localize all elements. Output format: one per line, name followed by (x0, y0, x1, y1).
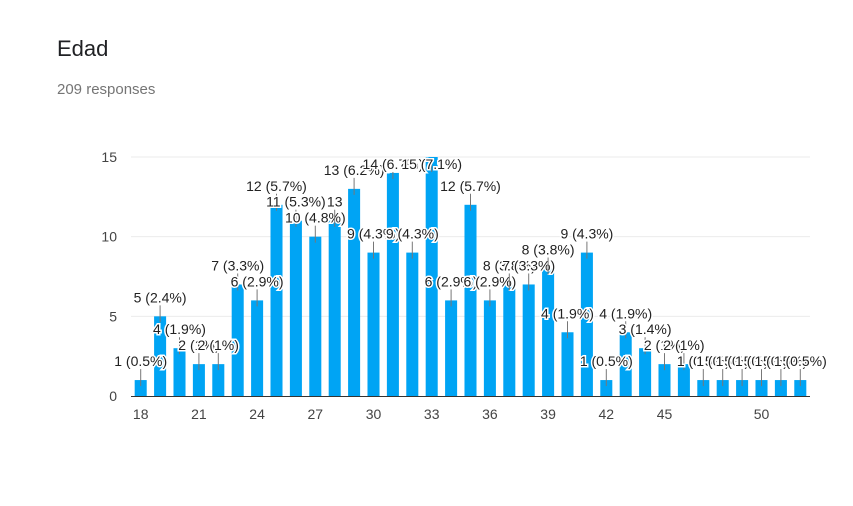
bar-age-23[interactable] (231, 284, 244, 396)
data-label: 9 (4.3%) (560, 226, 613, 242)
x-tick-label: 42 (599, 406, 615, 422)
bar-age-31[interactable] (386, 172, 399, 396)
x-tick-label: 30 (366, 406, 382, 422)
data-label: 13 (6.2%) (324, 162, 385, 178)
x-tick-label: 45 (657, 406, 673, 422)
data-label: 7 (3.3%) (211, 257, 264, 273)
x-tick-label: 50 (754, 406, 770, 422)
data-label: 2 (1%) (663, 337, 704, 353)
bar-age-40[interactable] (561, 332, 574, 396)
bar-age-38[interactable] (522, 284, 535, 396)
bar-age-50[interactable] (755, 380, 768, 396)
bar-age-46[interactable] (677, 364, 690, 396)
data-label: 1 (0.5%) (114, 353, 167, 369)
data-label: 2 (1%) (198, 337, 239, 353)
data-label: 3 (1.4%) (619, 321, 672, 337)
bar-age-36[interactable] (483, 300, 496, 396)
x-tick-label: 27 (308, 406, 324, 422)
data-label: 4 (1.9%) (153, 321, 206, 337)
data-label: 12 (5.7%) (440, 178, 501, 194)
x-tick-label: 18 (133, 406, 149, 422)
bar-age-47[interactable] (697, 380, 710, 396)
data-label: 8 (3.8%) (483, 257, 536, 273)
bar-age-33[interactable] (425, 157, 438, 396)
bar-age-37[interactable] (503, 284, 516, 396)
bar-age-44[interactable] (639, 348, 652, 396)
data-label: 10 (4.8%) (285, 210, 346, 226)
data-label: 8 (3.8%) (522, 242, 575, 258)
bar-age-25[interactable] (270, 204, 283, 396)
chart-title: Edad (57, 36, 109, 61)
data-label: 9 (4.3%) (347, 226, 400, 242)
bar-age-22[interactable] (212, 364, 225, 396)
data-label: 11 (5.3%) (266, 194, 326, 210)
x-tick-label: 33 (424, 406, 440, 422)
data-label: 5 (2.4%) (134, 289, 187, 305)
data-label: 1 (0.5%) (716, 353, 769, 369)
x-tick-label: 21 (191, 406, 207, 422)
data-label: 6 (2.9%) (425, 273, 478, 289)
bar-age-26[interactable] (289, 220, 302, 396)
data-label: 2 (1%) (178, 337, 219, 353)
bar-age-43[interactable] (619, 332, 632, 396)
data-label: 1 (0.5%) (754, 353, 807, 369)
data-label: 12 (5.7%) (246, 178, 307, 194)
bar-age-32[interactable] (406, 252, 419, 396)
bar-age-39[interactable] (542, 268, 555, 396)
y-tick-label: 15 (101, 149, 117, 165)
y-tick-label: 0 (109, 388, 117, 404)
y-tick-label: 10 (101, 229, 117, 245)
data-label: 15 (7.1%) (401, 156, 462, 172)
data-label: 4 (1.9%) (541, 305, 594, 321)
x-tick-label: 39 (540, 406, 556, 422)
bar-age-49[interactable] (736, 380, 749, 396)
bar-age-27[interactable] (309, 236, 322, 396)
data-label: 1 (0.5%) (580, 353, 633, 369)
bar-age-28[interactable] (328, 220, 341, 396)
bar-age-41[interactable] (580, 252, 593, 396)
data-label: 14 (6.7%) (363, 156, 424, 172)
data-label: 2 (1%) (644, 337, 685, 353)
data-label: 9 (4.3%) (386, 226, 439, 242)
bar-age-48[interactable] (716, 380, 729, 396)
x-tick-label: 24 (249, 406, 265, 422)
data-label: 6 (2.9%) (463, 273, 516, 289)
data-label: 1 (0.5%) (677, 353, 730, 369)
data-label: 1 (0.5%) (774, 353, 827, 369)
y-tick-label: 5 (109, 308, 117, 324)
data-label: 4 (1.9%) (599, 305, 652, 321)
bar-age-29[interactable] (348, 188, 361, 396)
bar-age-52[interactable] (794, 380, 807, 396)
bar-age-24[interactable] (251, 300, 264, 396)
bar-age-42[interactable] (600, 380, 613, 396)
data-label: 1 (0.5%) (735, 353, 788, 369)
bar-age-51[interactable] (774, 380, 787, 396)
bar-age-18[interactable] (134, 380, 147, 396)
bar-age-35[interactable] (464, 204, 477, 396)
data-label: 7 (3.3%) (502, 257, 555, 273)
data-label: 13 (327, 194, 343, 210)
bar-age-19[interactable] (154, 316, 167, 396)
data-label: 6 (2.9%) (231, 273, 284, 289)
data-label: 1 (0.5%) (696, 353, 749, 369)
bar-age-45[interactable] (658, 364, 671, 396)
bar-age-21[interactable] (192, 364, 205, 396)
response-count: 209 responses (57, 81, 156, 98)
bar-age-34[interactable] (445, 300, 458, 396)
bar-age-30[interactable] (367, 252, 380, 396)
bar-age-20[interactable] (173, 348, 186, 396)
x-tick-label: 36 (482, 406, 498, 422)
